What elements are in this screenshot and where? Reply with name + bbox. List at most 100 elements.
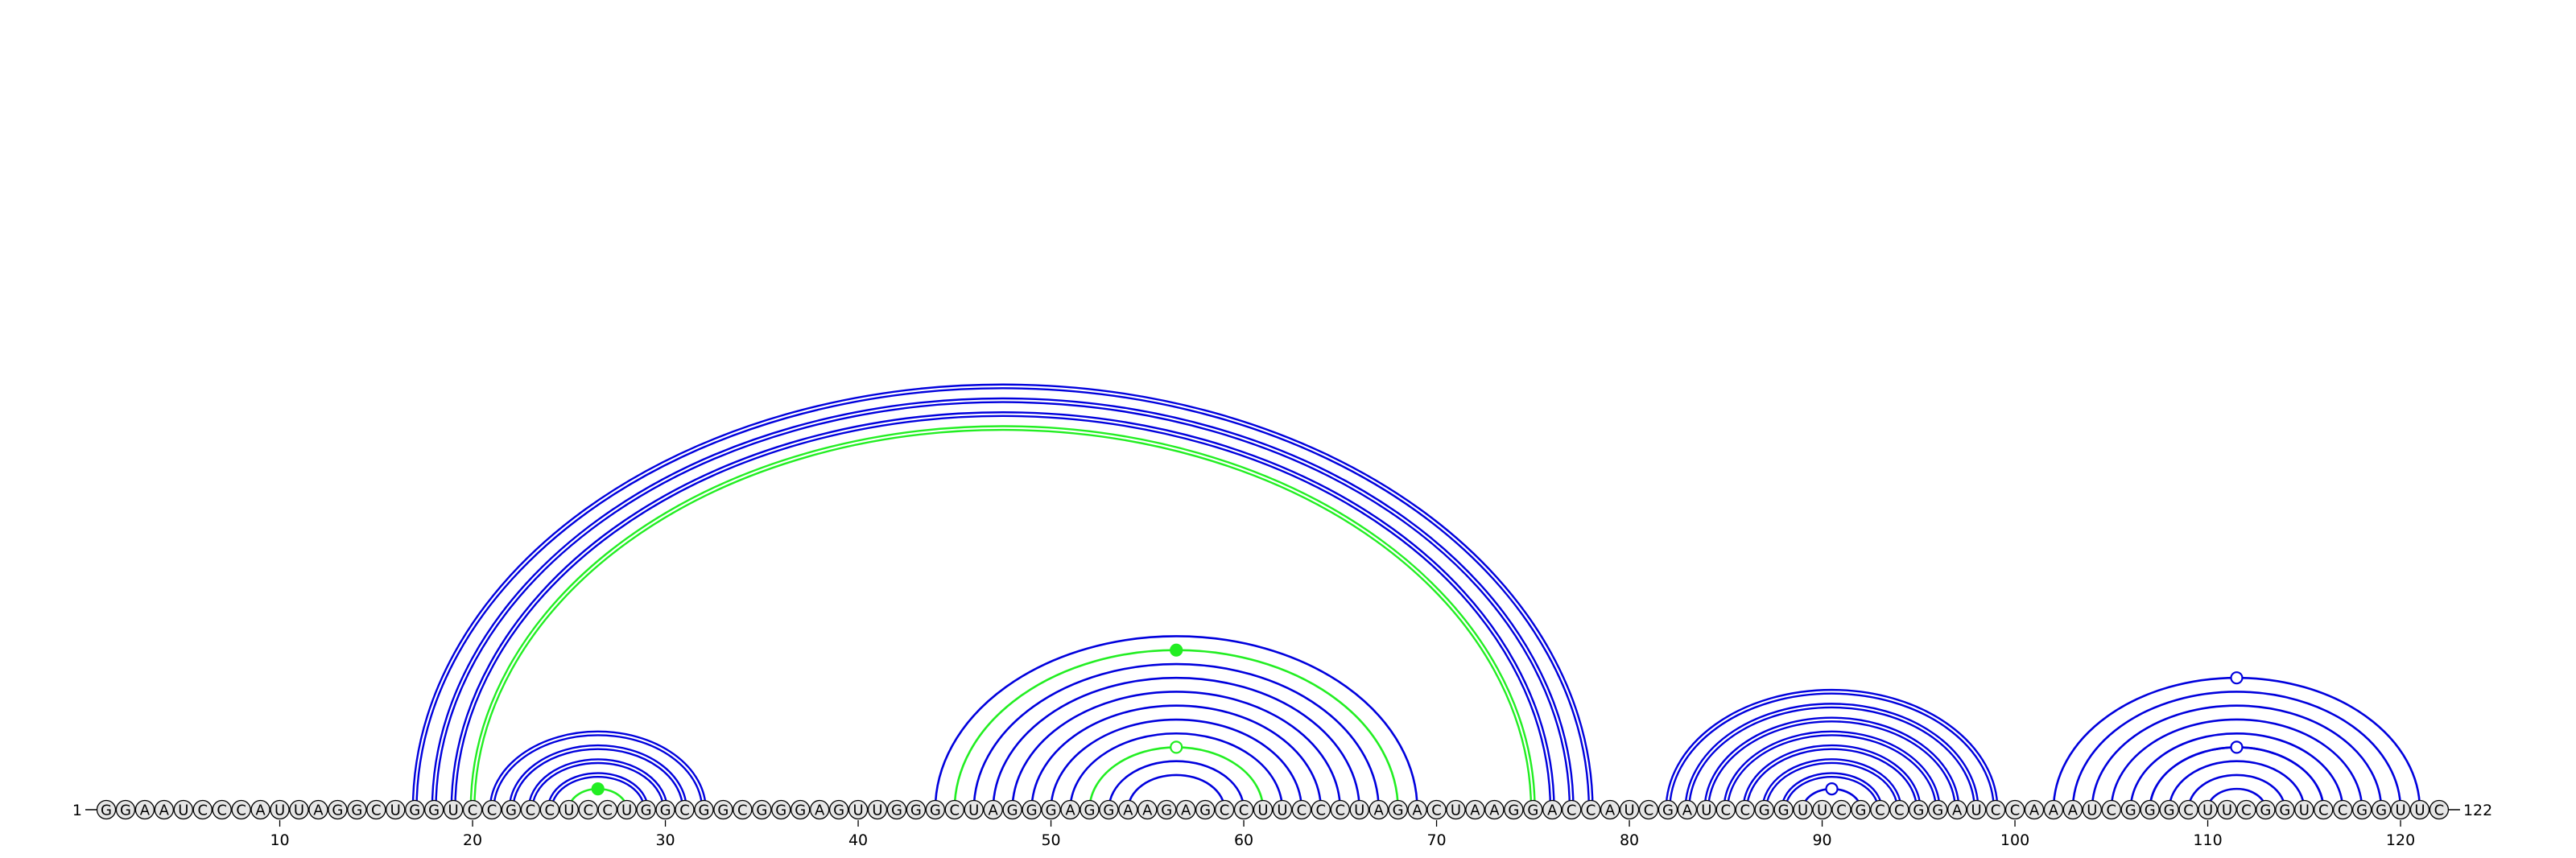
arc-17-78-inner — [414, 385, 1592, 811]
nucleotide-47: A — [983, 799, 1003, 820]
nucleotide-109: C — [2178, 799, 2198, 820]
nucleotide-119: G — [2371, 799, 2392, 820]
nucleotide-circle — [733, 799, 753, 820]
nucleotide-circle — [597, 799, 617, 820]
nucleotide-66: U — [1349, 799, 1369, 820]
nucleotide-circle — [1542, 799, 1563, 820]
nucleotide-letter: G — [1759, 802, 1770, 819]
nucleotide-circle — [1080, 799, 1100, 820]
nucleotide-106: G — [2120, 799, 2140, 820]
nucleotide-letter: U — [390, 802, 401, 819]
nucleotide-letter: G — [698, 802, 709, 819]
arc-82-99-inner — [1666, 691, 1997, 811]
nucleotide-77: C — [1562, 799, 1582, 820]
nucleotide-18: G — [424, 799, 444, 820]
nucleotide-letter: G — [409, 802, 420, 819]
nucleotide-letter: C — [1431, 802, 1442, 819]
pair-marker-89-92 — [1825, 782, 1839, 796]
nucleotide-circle — [1696, 799, 1717, 820]
nucleotide-9: A — [250, 799, 270, 820]
nucleotide-letter: A — [140, 802, 151, 819]
nucleotide-letter: U — [1701, 802, 1711, 819]
nucleotide-letter: C — [737, 802, 748, 819]
nucleotide-circle — [520, 799, 541, 820]
nucleotide-67: A — [1368, 799, 1389, 820]
nucleotide-letter: A — [1952, 802, 1963, 819]
nucleotide-60: C — [1233, 799, 1254, 820]
nucleotide-120: U — [2390, 799, 2411, 820]
nucleotide-letter: G — [1778, 802, 1790, 819]
nucleotide-letter: G — [641, 802, 652, 819]
nucleotide-letter: G — [775, 802, 786, 819]
nucleotide-117: C — [2333, 799, 2353, 820]
nucleotide-circle — [694, 799, 714, 820]
nucleotide-circle — [424, 799, 444, 820]
nucleotide-letter: C — [2338, 802, 2348, 819]
nucleotide-letter: G — [1913, 802, 1924, 819]
arc-85-96-inner — [1724, 732, 1939, 811]
nucleotide-circle — [1985, 799, 2006, 820]
nucleotide-circle — [539, 799, 559, 820]
tick-label-30: 30 — [655, 831, 675, 849]
nucleotide-letter: G — [120, 802, 131, 819]
nucleotide-circle — [1195, 799, 1216, 820]
nucleotide-letter: C — [1721, 802, 1732, 819]
nucleotide-32: G — [694, 799, 714, 820]
nucleotide-circle — [2140, 799, 2160, 820]
arc-20-75-inner — [471, 427, 1534, 811]
nucleotide-circle — [2004, 799, 2025, 820]
nucleotide-circle — [1253, 799, 1274, 820]
nucleotide-circle — [1060, 799, 1080, 820]
nucleotide-53: G — [1099, 799, 1119, 820]
nucleotide-letter: G — [1161, 802, 1172, 819]
nucleotide-letter: G — [2376, 802, 2387, 819]
nucleotide-23: C — [520, 799, 541, 820]
nucleotide-letter: C — [2107, 802, 2117, 819]
nucleotide-122: C — [2429, 799, 2450, 820]
nucleotide-circle — [212, 799, 232, 820]
nucleotide-letter: C — [1740, 802, 1750, 819]
nucleotide-letter: G — [717, 802, 729, 819]
nucleotide-76: A — [1542, 799, 1563, 820]
nucleotide-circle — [2333, 799, 2353, 820]
nucleotide-79: A — [1600, 799, 1620, 820]
nucleotide-36: G — [771, 799, 791, 820]
nucleotide-letter: A — [2068, 802, 2079, 819]
nucleotide-100: C — [2004, 799, 2025, 820]
arc-44-69 — [934, 635, 1418, 811]
nucleotide-letter: G — [833, 802, 844, 819]
arc-52-61 — [1088, 746, 1265, 811]
nucleotide-91: C — [1831, 799, 1852, 820]
nucleotide-89: U — [1793, 799, 1813, 820]
arc-86-95 — [1742, 744, 1922, 811]
nucleotide-letter: G — [756, 802, 767, 819]
nucleotide-letter: C — [236, 802, 246, 819]
nucleotide-circle — [559, 799, 579, 820]
nucleotide-circle — [154, 799, 175, 820]
nucleotide-letter: C — [1894, 802, 1905, 819]
nucleotide-37: G — [791, 799, 811, 820]
nucleotide-circle — [308, 799, 328, 820]
nucleotide-86: C — [1735, 799, 1755, 820]
nucleotide-43: G — [906, 799, 927, 820]
nucleotide-55: A — [1137, 799, 1158, 820]
nucleotide-letter: G — [1199, 802, 1211, 819]
nucleotide-115: U — [2294, 799, 2314, 820]
nucleotide-104: U — [2082, 799, 2103, 820]
nucleotide-circle — [1349, 799, 1369, 820]
nucleotide-57: A — [1176, 799, 1196, 820]
nucleotide-118: G — [2351, 799, 2372, 820]
nucleotide-circle — [462, 799, 483, 820]
nucleotide-circle — [944, 799, 964, 820]
nucleotide-34: C — [733, 799, 753, 820]
nucleotide-circle — [1099, 799, 1119, 820]
tick-label-60: 60 — [1234, 831, 1253, 849]
nucleotide-2: G — [115, 799, 136, 820]
nucleotide-circle — [2178, 799, 2198, 820]
nucleotide-circle — [1715, 799, 1736, 820]
arc-103-120 — [2071, 691, 2402, 811]
arc-50-63 — [1050, 718, 1303, 811]
nucleotide-circle — [983, 799, 1003, 820]
nucleotide-letter: U — [2299, 802, 2310, 819]
